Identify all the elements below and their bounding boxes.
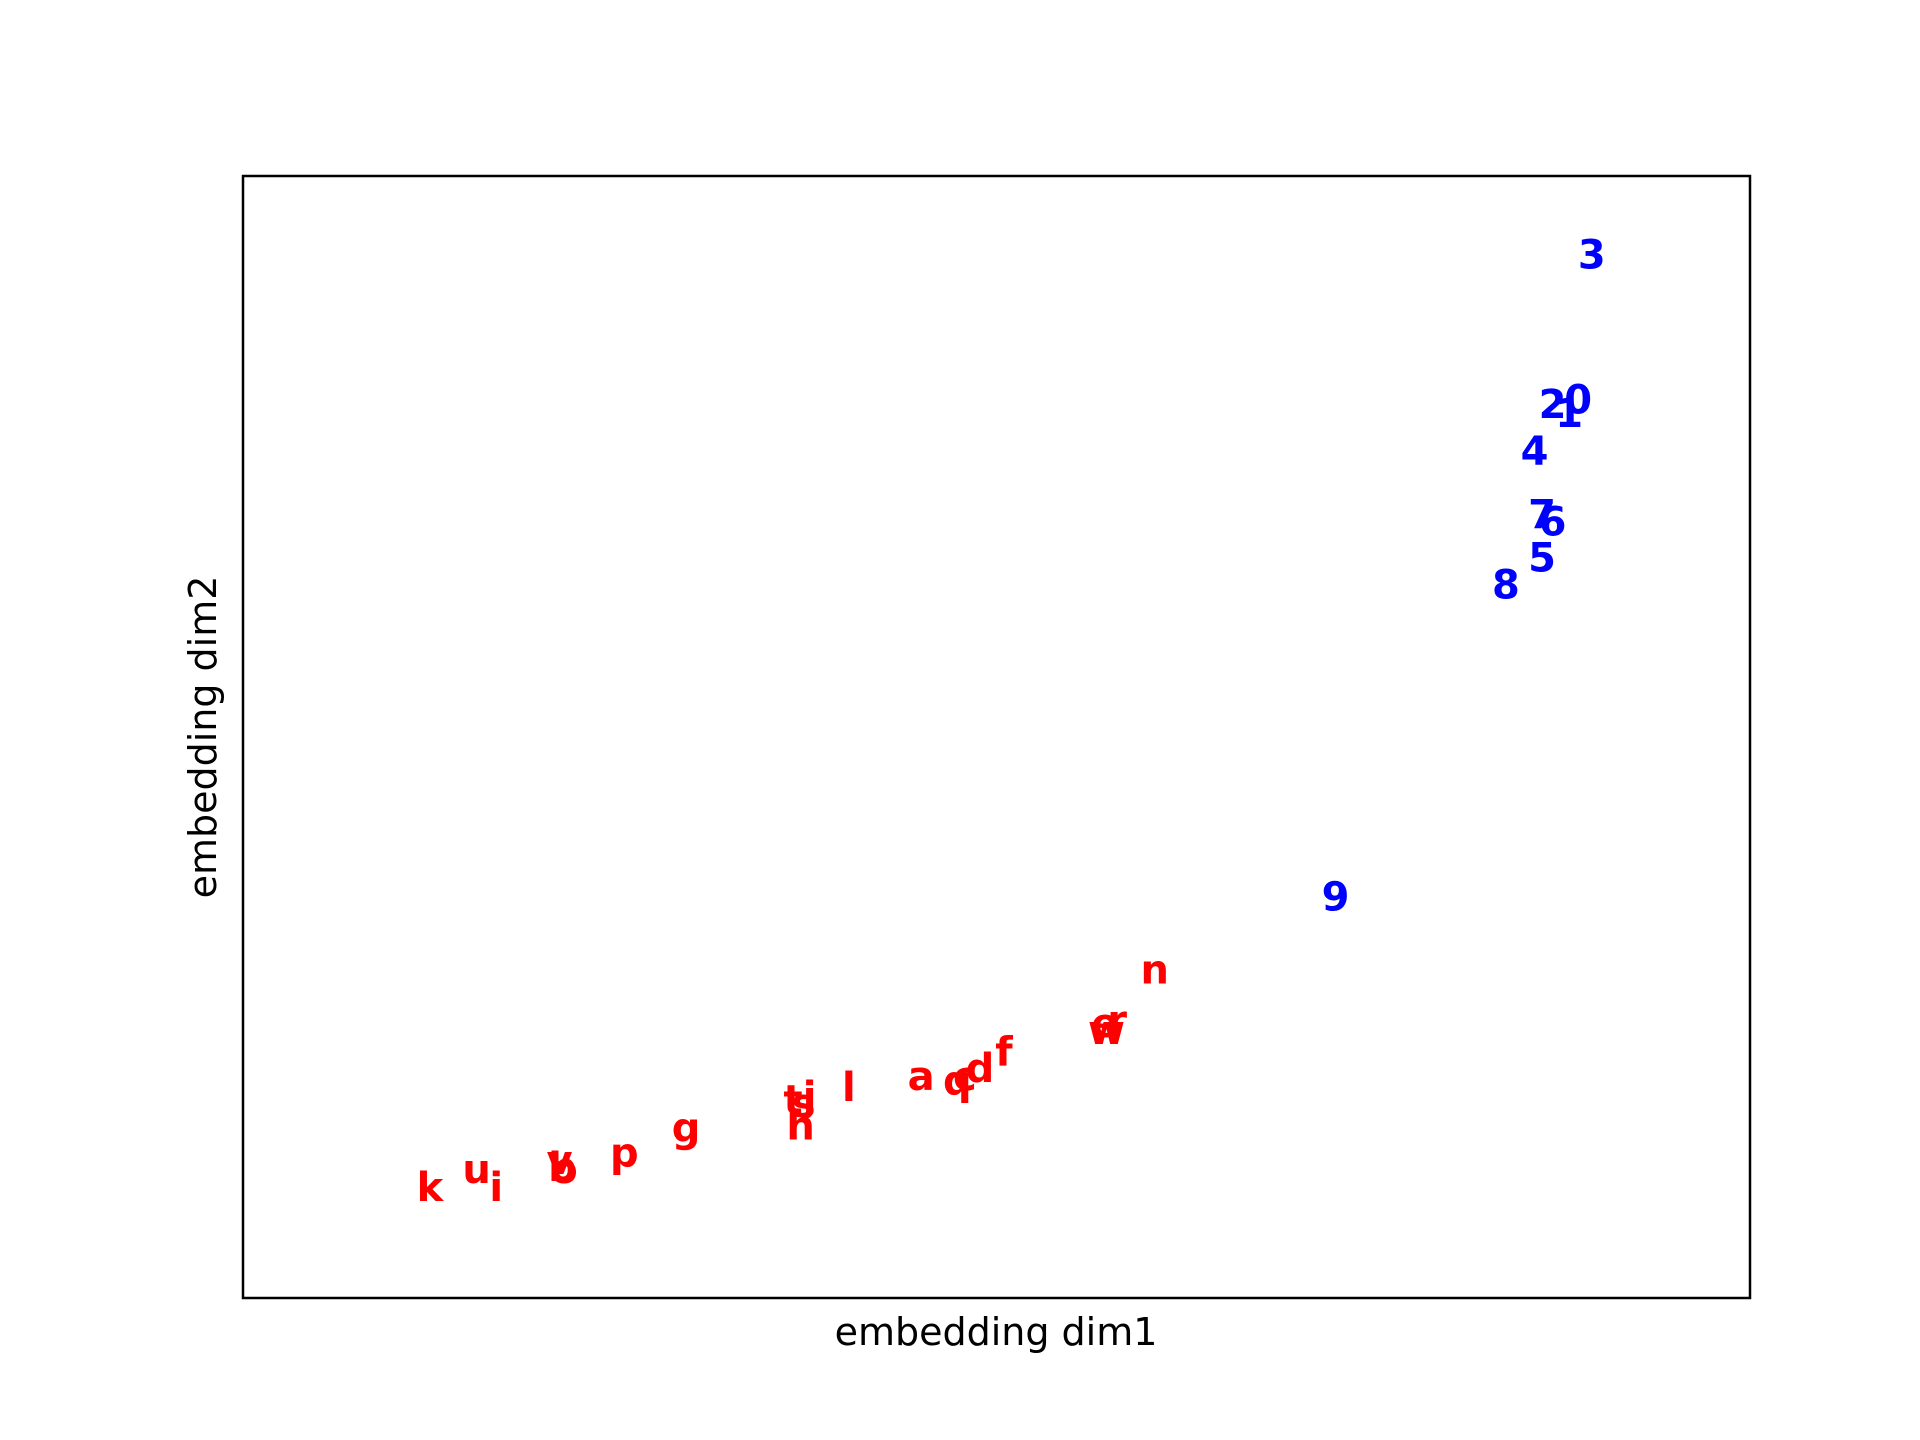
point-label-g: g: [672, 1106, 701, 1152]
point-label-i: i: [489, 1165, 503, 1211]
point-label-s: s: [792, 1081, 816, 1127]
point-label-o: o: [550, 1147, 577, 1193]
point-label-k: k: [417, 1165, 445, 1211]
x-axis-label: embedding dim1: [835, 1310, 1158, 1354]
point-label-5: 5: [1528, 536, 1556, 582]
point-label-n: n: [1140, 947, 1168, 993]
point-label-8: 8: [1492, 563, 1520, 609]
point-label-e: e: [1091, 1001, 1118, 1047]
plot-frame: [241, 174, 1752, 1300]
point-label-6: 6: [1539, 500, 1567, 546]
point-label-7: 7: [1528, 492, 1556, 538]
point-label-0: 0: [1564, 377, 1592, 423]
point-label-q: q: [943, 1059, 972, 1105]
point-label-d: d: [966, 1046, 995, 1092]
y-axis-label: embedding dim2: [181, 576, 225, 899]
point-label-1: 1: [1555, 391, 1583, 437]
point-label-h: h: [786, 1103, 814, 1149]
point-label-9: 9: [1322, 874, 1350, 920]
point-label-a: a: [908, 1054, 935, 1100]
point-label-4: 4: [1521, 429, 1549, 475]
point-label-b: b: [548, 1145, 577, 1191]
point-label-f: f: [995, 1029, 1013, 1075]
point-label-r: r: [1107, 998, 1127, 1044]
point-label-v: v: [546, 1138, 572, 1184]
point-label-w: w: [1088, 1008, 1125, 1054]
point-label-2: 2: [1539, 382, 1567, 428]
point-label-j: j: [801, 1074, 817, 1120]
point-label-3: 3: [1578, 233, 1606, 279]
point-label-u: u: [462, 1147, 490, 1193]
point-label-t: t: [784, 1078, 803, 1124]
point-label-p: p: [610, 1130, 639, 1176]
point-label-c: c: [953, 1054, 977, 1100]
point-label-l: l: [842, 1065, 856, 1111]
